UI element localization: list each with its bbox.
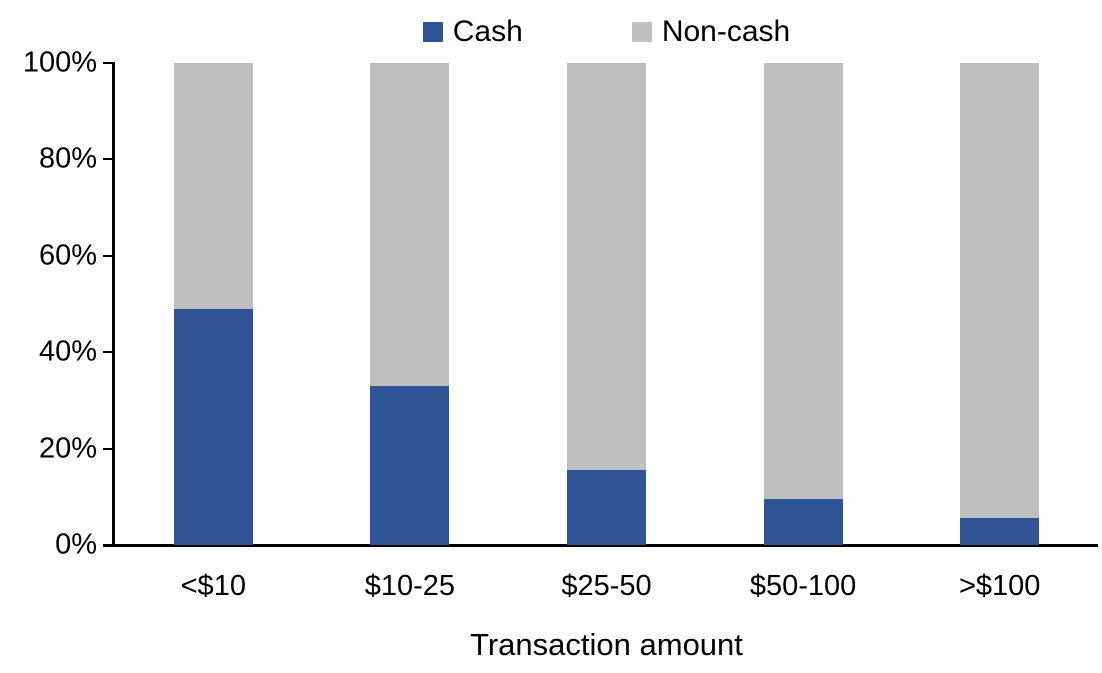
- bar-segment-cash-2: [567, 470, 646, 545]
- x-tick-label: $25-50: [561, 570, 652, 602]
- y-tick-mark: [103, 351, 113, 354]
- bar-segment-non-cash-1: [370, 63, 450, 386]
- x-axis-line: [103, 544, 1098, 547]
- bar-segment-cash-1: [370, 385, 450, 545]
- y-tick-mark: [103, 158, 113, 161]
- x-tick-label: $50-100: [749, 570, 857, 602]
- bar-segment-cash-0: [173, 308, 253, 545]
- x-tick-label: >$100: [958, 570, 1041, 602]
- bar-segment-non-cash-4: [960, 63, 1040, 519]
- y-tick-label: 100%: [22, 46, 97, 79]
- noncash-swatch-icon: [631, 22, 652, 42]
- y-axis-line: [112, 62, 115, 547]
- legend: Cash Non-cash: [115, 12, 1098, 52]
- y-tick-mark: [103, 447, 113, 450]
- y-tick-label: 80%: [38, 142, 97, 175]
- y-tick-label: 60%: [38, 239, 97, 272]
- y-tick-mark: [103, 544, 113, 546]
- x-tick-label: $10-25: [364, 570, 456, 602]
- y-tick-mark: [103, 62, 113, 64]
- bar-segment-cash-4: [960, 518, 1040, 545]
- y-tick-label: 40%: [38, 335, 97, 368]
- legend-label-cash: Cash: [452, 15, 523, 48]
- bar-segment-non-cash-2: [567, 63, 646, 471]
- cash-swatch-icon: [422, 22, 443, 42]
- bar-segment-non-cash-3: [763, 63, 843, 500]
- y-tick-label: 0%: [55, 528, 97, 561]
- y-tick-label: 20%: [38, 432, 97, 465]
- bar-segment-cash-3: [763, 499, 843, 545]
- x-axis-title: Transaction amount: [470, 627, 743, 662]
- legend-item-noncash: Non-cash: [631, 15, 791, 48]
- legend-item-cash: Cash: [422, 15, 523, 48]
- x-tick-label: <$10: [180, 570, 246, 602]
- bar-segment-non-cash-0: [173, 63, 253, 309]
- legend-label-noncash: Non-cash: [661, 15, 791, 48]
- y-tick-mark: [103, 254, 113, 257]
